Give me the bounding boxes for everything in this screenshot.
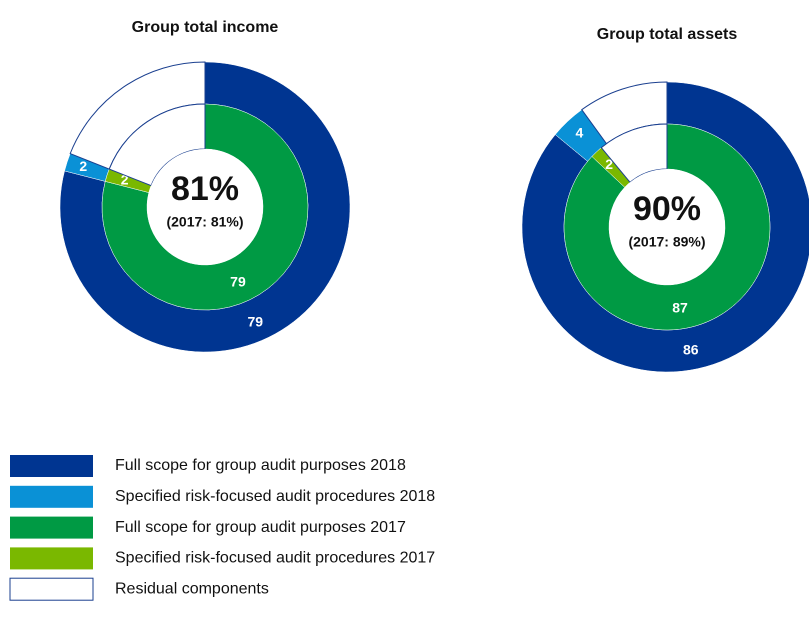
data-label: 87 [672, 299, 688, 315]
legend-swatch [10, 516, 93, 539]
chart-title: Group total income [132, 19, 279, 36]
legend-label: Residual components [115, 580, 269, 597]
donut-center [147, 149, 263, 265]
center-sublabel: (2017: 89%) [628, 234, 705, 250]
data-label: 2 [79, 158, 87, 174]
legend-label: Full scope for group audit purposes 2017 [115, 519, 406, 536]
center-label: 81% [171, 170, 239, 208]
data-label: 2 [605, 156, 613, 172]
data-label: 4 [575, 124, 583, 140]
legend-swatch [10, 547, 93, 570]
legend-label: Full scope for group audit purposes 2018 [115, 457, 406, 474]
data-label: 79 [230, 274, 246, 290]
chart-title: Group total assets [597, 26, 738, 43]
legend-swatch [9, 577, 94, 601]
legend-label: Specified risk-focused audit procedures … [115, 488, 435, 505]
donut-center [609, 169, 725, 285]
legend-swatch [10, 485, 93, 508]
data-label: 2 [121, 172, 129, 188]
center-label: 90% [633, 190, 701, 228]
data-label: 86 [683, 342, 699, 358]
data-label: 79 [247, 313, 263, 329]
legend-label: Specified risk-focused audit procedures … [115, 550, 435, 567]
center-sublabel: (2017: 81%) [166, 214, 243, 230]
legend-swatch [10, 455, 93, 477]
